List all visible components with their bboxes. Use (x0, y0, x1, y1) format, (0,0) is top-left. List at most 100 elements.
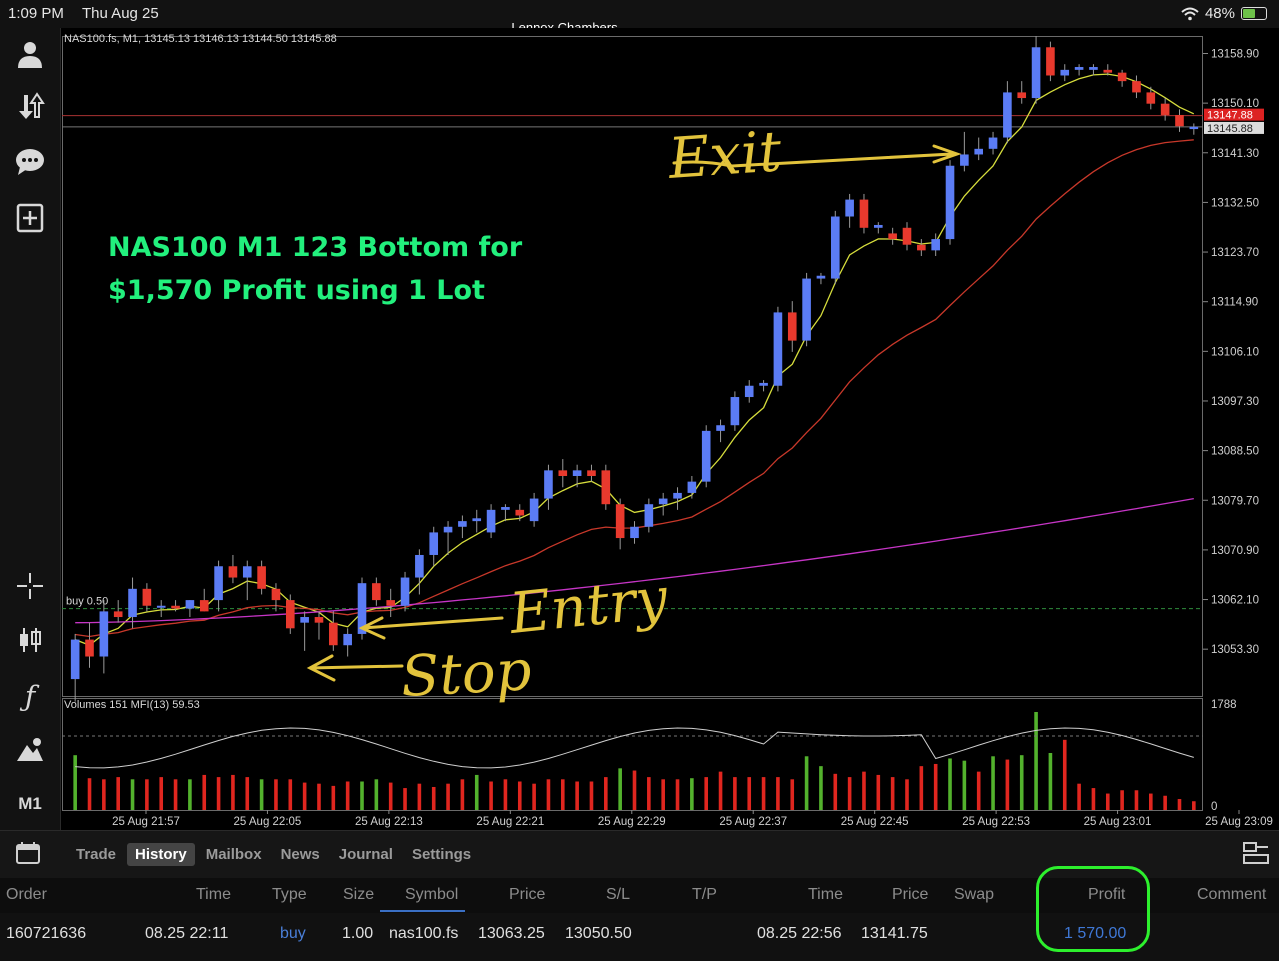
y-tick-label: 13114.90 (1211, 297, 1258, 309)
volume-max-label: 1788 (1211, 699, 1237, 711)
col-close-price[interactable]: Price (892, 886, 929, 903)
left-toolbar: ƒ M1 (0, 28, 61, 830)
calendar-icon[interactable] (16, 842, 40, 864)
candle-body (1017, 92, 1027, 99)
cell-symbol: nas100.fs (389, 925, 459, 942)
volume-bar (1048, 752, 1053, 810)
candle-body (630, 526, 639, 539)
candle-body (1146, 92, 1156, 104)
cell-close-time: 08.25 22:56 (757, 925, 842, 942)
layout-toggle-icon[interactable] (1243, 842, 1269, 864)
candle-body (1175, 114, 1184, 127)
exit-handwritten-label: Exit (665, 119, 784, 192)
volume-bar (1077, 783, 1081, 810)
candle-body (285, 600, 295, 629)
table-row[interactable]: 160721636 08.25 22:11 buy 1.00 nas100.fs… (0, 913, 1279, 961)
col-size[interactable]: Size (343, 886, 375, 903)
candle-body (1031, 47, 1041, 99)
col-tp[interactable]: T/P (692, 886, 717, 903)
tab-news[interactable]: News (280, 846, 320, 863)
col-swap[interactable]: Swap (954, 886, 995, 903)
col-close-time[interactable]: Time (808, 886, 843, 903)
volume-bar (474, 774, 479, 810)
account-icon[interactable] (12, 36, 48, 72)
col-profit[interactable]: Profit (1088, 886, 1126, 903)
candle-body (615, 504, 625, 539)
candle-body (300, 617, 309, 623)
trade-transfer-icon[interactable] (12, 88, 48, 124)
tab-settings[interactable]: Settings (411, 846, 472, 863)
col-open-price[interactable]: Price (509, 886, 546, 903)
volume-bar (761, 777, 766, 810)
cell-close-price: 13141.75 (861, 925, 928, 942)
candle-body (988, 137, 998, 149)
candle-body (228, 566, 238, 578)
sort-indicator (380, 910, 465, 912)
chat-icon[interactable] (12, 144, 48, 180)
objects-icon[interactable] (12, 732, 48, 768)
volume-bar (1105, 793, 1110, 810)
volume-bar (890, 777, 895, 810)
volume-bar (1134, 790, 1139, 810)
history-table-header: Order Time Type Size Symbol Price S/L T/… (0, 878, 1279, 913)
candle-body (85, 639, 94, 657)
candle-body (1132, 81, 1141, 93)
col-symbol[interactable]: Symbol (405, 886, 459, 903)
candlestick-type-icon[interactable] (12, 622, 48, 658)
col-sl[interactable]: S/L (606, 886, 631, 903)
volume-bar (216, 777, 221, 810)
candle-body (357, 583, 367, 634)
volume-bar (1177, 799, 1182, 810)
candle-body (716, 425, 725, 431)
price-chart[interactable]: 13158.90 13150.10 13141.30 13132.50 13123.70… (62, 28, 1279, 830)
volume-bar (804, 756, 809, 810)
col-type[interactable]: Type (272, 886, 307, 903)
candle-body (888, 233, 897, 240)
tab-trade[interactable]: Trade (76, 846, 117, 863)
candle-body (1003, 92, 1012, 138)
candle-body (931, 239, 940, 251)
new-order-icon[interactable] (12, 200, 48, 236)
candle-body (443, 526, 453, 533)
tab-history[interactable]: History (127, 843, 195, 866)
volume-bar (790, 779, 795, 810)
volume-bar (388, 782, 393, 810)
tab-journal[interactable]: Journal (338, 846, 393, 863)
candle-body (845, 199, 854, 217)
volume-bar (231, 774, 235, 810)
volume-bar (1091, 788, 1096, 810)
candle-body (830, 216, 840, 279)
col-comment[interactable]: Comment (1197, 886, 1267, 903)
candle-body (142, 588, 152, 606)
profit-highlight-circle (1036, 866, 1150, 952)
timeframe-button[interactable]: M1 (18, 794, 42, 813)
candle-body (214, 566, 223, 601)
mfi-line (75, 727, 1194, 769)
col-order[interactable]: Order (6, 886, 47, 903)
candle-body (1103, 69, 1113, 73)
candle-body (787, 312, 797, 341)
candle-body (1046, 47, 1055, 76)
volume-bar (1034, 712, 1038, 810)
volume-bar (905, 779, 909, 810)
candle-body (271, 588, 281, 601)
candle-body (515, 509, 525, 516)
crosshair-icon[interactable] (12, 568, 48, 604)
tab-mailbox[interactable]: Mailbox (205, 846, 262, 863)
volume-bar (159, 777, 164, 810)
candle-body (501, 507, 510, 510)
cell-profit: 1 570.00 (1064, 925, 1127, 942)
y-tick-label: 13158.90 (1211, 48, 1259, 60)
x-tick-label: 25 Aug 22:13 (355, 816, 423, 828)
candle-body (960, 154, 969, 166)
candle-body (156, 605, 166, 608)
cell-sl: 13050.50 (565, 925, 632, 942)
volume-bar (1062, 739, 1067, 810)
candle-body (874, 224, 883, 228)
x-tick-label: 25 Aug 21:57 (112, 816, 180, 828)
y-tick-label: 13070.90 (1211, 545, 1259, 557)
candle-body (572, 470, 582, 476)
terminal-tabs: Trade History Mailbox News Journal Setti… (68, 843, 479, 866)
col-open-time[interactable]: Time (196, 886, 231, 903)
indicators-icon[interactable]: ƒ (24, 679, 36, 713)
